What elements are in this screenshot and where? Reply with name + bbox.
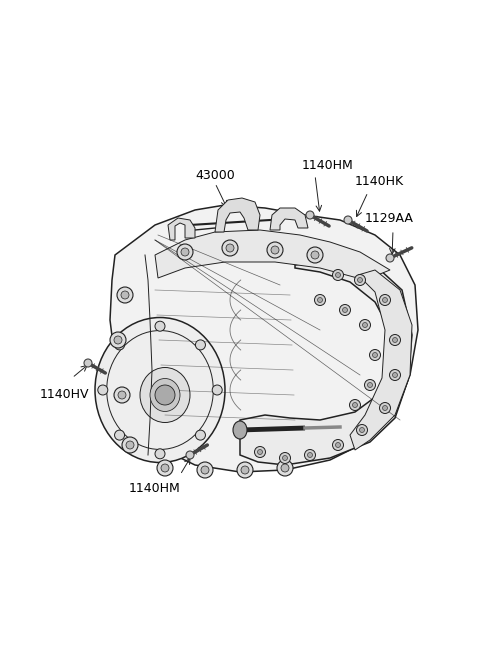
Circle shape bbox=[306, 211, 314, 219]
Circle shape bbox=[254, 447, 265, 457]
Circle shape bbox=[237, 462, 253, 478]
Circle shape bbox=[110, 332, 126, 348]
Circle shape bbox=[389, 369, 400, 380]
Text: 43000: 43000 bbox=[195, 169, 235, 182]
Circle shape bbox=[368, 382, 372, 388]
Circle shape bbox=[362, 323, 368, 327]
Circle shape bbox=[343, 308, 348, 312]
Circle shape bbox=[277, 460, 293, 476]
Circle shape bbox=[307, 247, 323, 263]
Circle shape bbox=[383, 298, 387, 302]
Circle shape bbox=[186, 451, 194, 459]
Circle shape bbox=[115, 340, 124, 350]
Circle shape bbox=[161, 464, 169, 472]
Circle shape bbox=[114, 336, 122, 344]
Circle shape bbox=[311, 251, 319, 259]
Circle shape bbox=[279, 453, 290, 464]
Circle shape bbox=[304, 449, 315, 461]
Circle shape bbox=[355, 274, 365, 285]
Circle shape bbox=[241, 466, 249, 474]
Circle shape bbox=[370, 350, 381, 361]
Circle shape bbox=[212, 385, 222, 395]
Circle shape bbox=[352, 403, 358, 407]
Circle shape bbox=[271, 246, 279, 254]
Circle shape bbox=[195, 340, 205, 350]
Circle shape bbox=[364, 380, 375, 390]
Circle shape bbox=[383, 405, 387, 411]
Text: 1140HM: 1140HM bbox=[129, 482, 181, 495]
Circle shape bbox=[372, 352, 377, 358]
Ellipse shape bbox=[233, 421, 247, 439]
Polygon shape bbox=[155, 230, 390, 280]
Circle shape bbox=[121, 291, 129, 299]
Circle shape bbox=[358, 277, 362, 283]
Circle shape bbox=[393, 373, 397, 377]
Circle shape bbox=[283, 455, 288, 461]
Circle shape bbox=[122, 437, 138, 453]
Circle shape bbox=[389, 335, 400, 346]
Circle shape bbox=[257, 449, 263, 455]
Circle shape bbox=[349, 400, 360, 411]
Circle shape bbox=[308, 453, 312, 457]
Circle shape bbox=[195, 430, 205, 440]
Circle shape bbox=[357, 424, 368, 436]
Circle shape bbox=[222, 240, 238, 256]
Circle shape bbox=[197, 462, 213, 478]
Ellipse shape bbox=[140, 367, 190, 422]
Circle shape bbox=[314, 295, 325, 306]
Circle shape bbox=[115, 430, 124, 440]
Circle shape bbox=[339, 304, 350, 316]
Circle shape bbox=[201, 466, 209, 474]
Text: 1140HV: 1140HV bbox=[40, 388, 89, 401]
Circle shape bbox=[226, 244, 234, 252]
Circle shape bbox=[98, 385, 108, 395]
Ellipse shape bbox=[95, 318, 225, 462]
Circle shape bbox=[360, 428, 364, 432]
Circle shape bbox=[336, 443, 340, 447]
Circle shape bbox=[126, 441, 134, 449]
Circle shape bbox=[117, 287, 133, 303]
Circle shape bbox=[393, 337, 397, 342]
Circle shape bbox=[317, 298, 323, 302]
Circle shape bbox=[114, 387, 130, 403]
Circle shape bbox=[155, 321, 165, 331]
Polygon shape bbox=[215, 198, 260, 232]
Polygon shape bbox=[110, 205, 418, 472]
Circle shape bbox=[155, 385, 175, 405]
Circle shape bbox=[333, 270, 344, 281]
Circle shape bbox=[380, 295, 391, 306]
Polygon shape bbox=[168, 218, 195, 240]
Polygon shape bbox=[270, 208, 308, 230]
Circle shape bbox=[118, 391, 126, 399]
Circle shape bbox=[380, 403, 391, 413]
Circle shape bbox=[336, 272, 340, 277]
Ellipse shape bbox=[150, 379, 180, 411]
Text: 1140HK: 1140HK bbox=[355, 175, 404, 188]
Circle shape bbox=[181, 248, 189, 256]
Circle shape bbox=[155, 449, 165, 459]
Circle shape bbox=[177, 244, 193, 260]
Circle shape bbox=[344, 216, 352, 224]
Circle shape bbox=[84, 359, 92, 367]
Polygon shape bbox=[240, 258, 412, 465]
Circle shape bbox=[267, 242, 283, 258]
Text: 1140HM: 1140HM bbox=[302, 159, 354, 172]
Circle shape bbox=[157, 460, 173, 476]
Polygon shape bbox=[350, 270, 412, 450]
Circle shape bbox=[333, 440, 344, 451]
Circle shape bbox=[281, 464, 289, 472]
Circle shape bbox=[360, 319, 371, 331]
Circle shape bbox=[386, 254, 394, 262]
Text: 1129AA: 1129AA bbox=[365, 212, 414, 225]
